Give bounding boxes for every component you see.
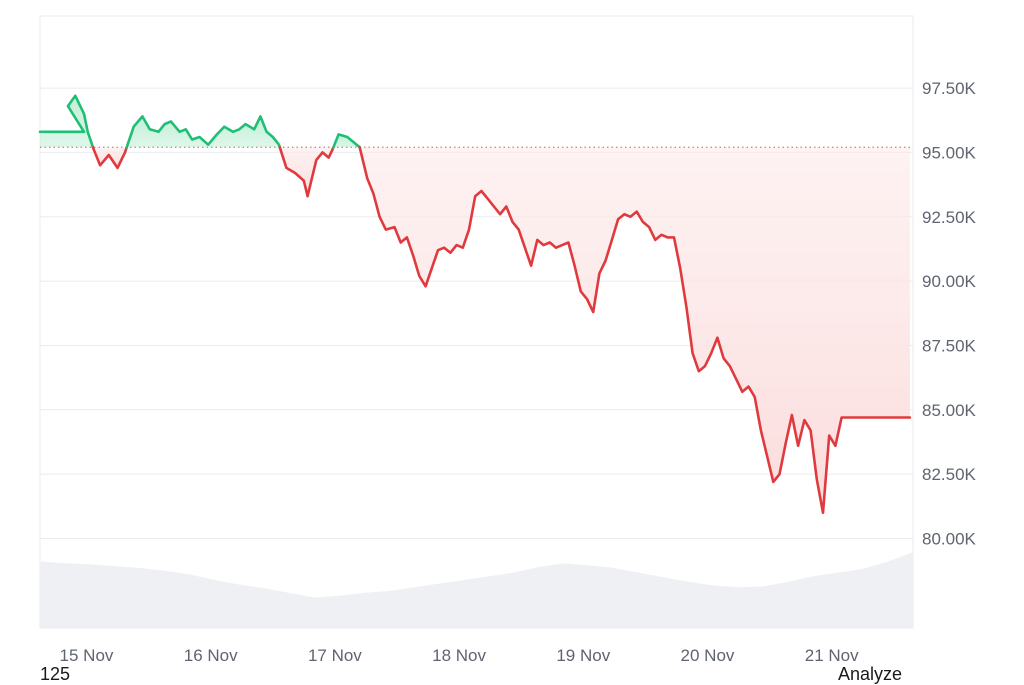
y-tick-label: 80.00K xyxy=(922,530,977,549)
price-line xyxy=(38,94,912,515)
footer-left-label: 125 xyxy=(40,664,71,684)
x-tick-label: 18 Nov xyxy=(432,646,486,665)
fill-below-baseline xyxy=(279,147,334,197)
x-tick-label: 15 Nov xyxy=(60,646,114,665)
price-line-down xyxy=(278,146,335,198)
fill-below-baseline xyxy=(359,147,910,513)
x-tick-label: 20 Nov xyxy=(681,646,735,665)
x-tick-label: 17 Nov xyxy=(308,646,362,665)
fill-above-baseline xyxy=(40,95,93,148)
y-tick-label: 95.00K xyxy=(922,143,977,162)
x-tick-label: 16 Nov xyxy=(184,646,238,665)
price-line-up xyxy=(332,133,361,149)
volume-silhouette xyxy=(40,552,913,628)
y-tick-label: 87.50K xyxy=(922,336,977,355)
y-tick-label: 92.50K xyxy=(922,208,977,227)
fill-above-baseline xyxy=(333,134,360,148)
x-axis-ticks: 15 Nov 16 Nov 17 Nov 18 Nov 19 Nov 20 Nov 21 N… xyxy=(60,646,860,665)
x-tick-label: 21 Nov xyxy=(805,646,859,665)
price-line-up xyxy=(38,94,95,149)
price-line-down xyxy=(358,146,912,515)
x-tick-label: 19 Nov xyxy=(556,646,610,665)
volume-area xyxy=(40,552,913,628)
analyze-link[interactable]: Analyze xyxy=(838,664,903,684)
y-tick-label: 90.00K xyxy=(922,272,977,291)
price-line-down xyxy=(91,146,128,170)
y-axis-ticks: 97.50K 95.00K 92.50K 90.00K 87.50K 85.00K 82.5… xyxy=(922,79,977,548)
y-tick-label: 97.50K xyxy=(922,79,977,98)
price-line-up xyxy=(125,115,282,149)
y-tick-label: 85.00K xyxy=(922,401,977,420)
price-fill xyxy=(40,95,910,513)
y-tick-label: 82.50K xyxy=(922,465,977,484)
